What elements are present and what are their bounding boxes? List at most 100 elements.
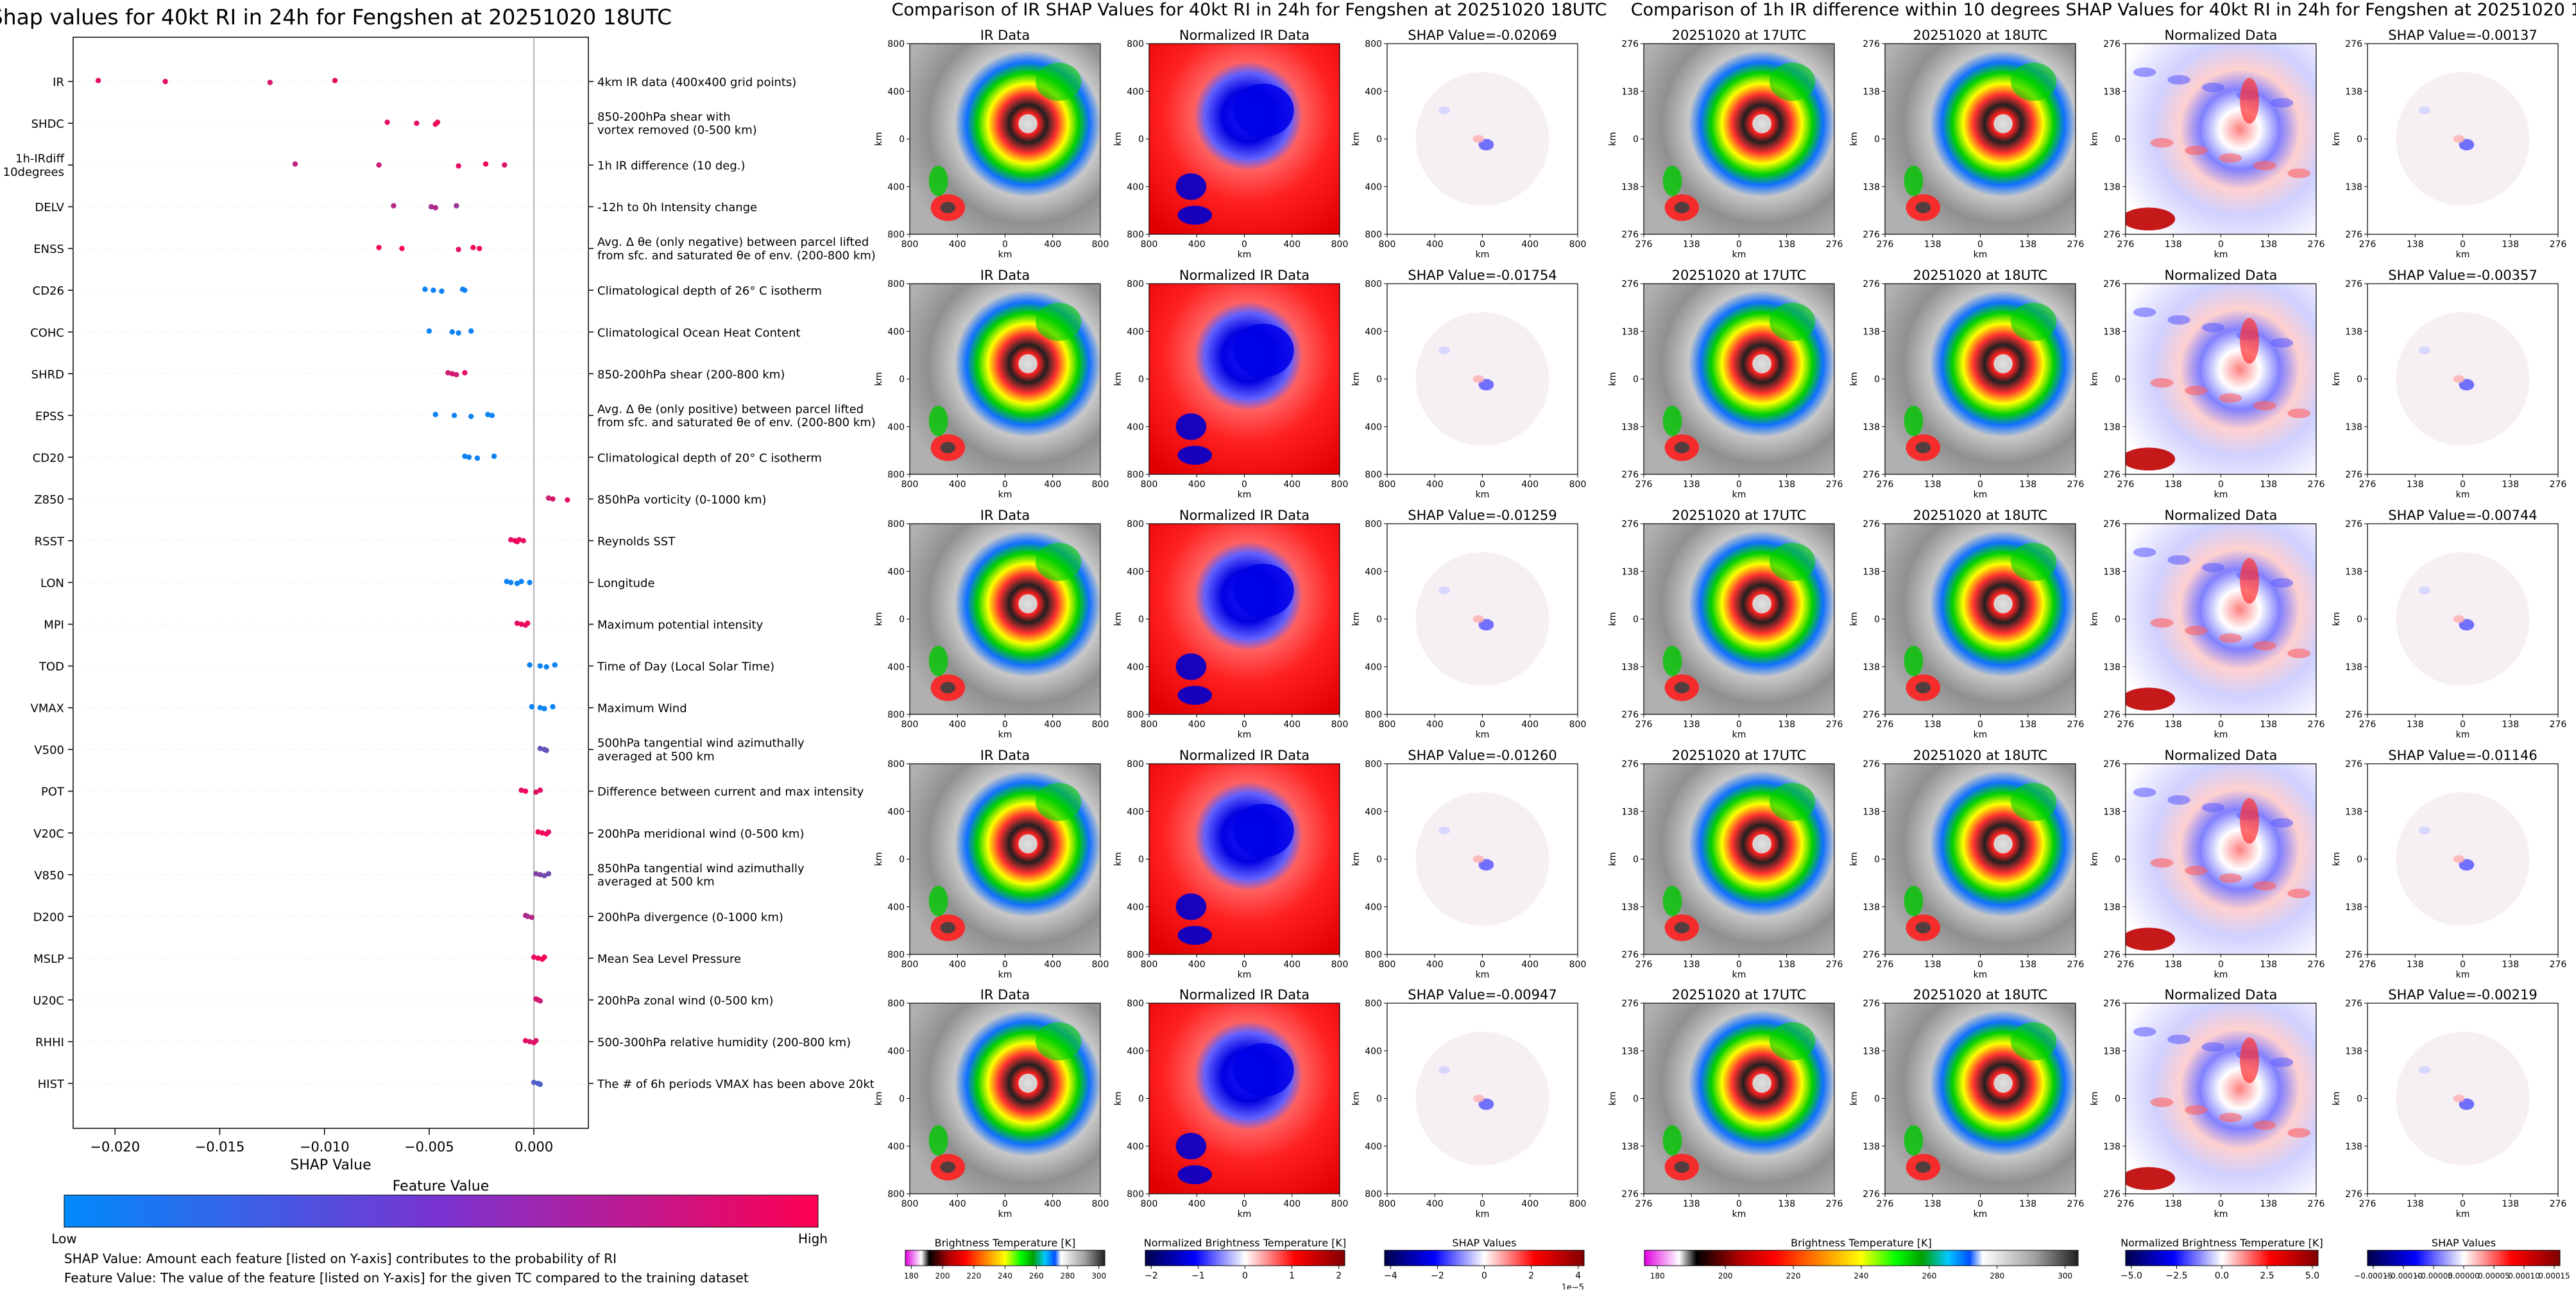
feature-desc-9: Climatological depth of 20° C isotherm [597,451,822,465]
ndiff-core [2240,558,2259,604]
shap-point-24-2 [537,1081,543,1087]
ndiff-streak [2270,578,2294,588]
y-tick-label: 0 [1138,855,1144,865]
y-tick-label: 138 [2345,567,2362,577]
ir-norm-colorbar [1145,1250,1345,1266]
feature-name-8: EPSS [35,409,64,423]
shap-point-11-0 [508,537,514,543]
panel-image [1149,524,1340,714]
y-tick-label: 138 [1863,182,1880,193]
feature-desc-15: Maximum Wind [597,702,687,716]
y-tick-label: 400 [1127,87,1144,97]
colorbar-tick-label: 2 [1336,1271,1342,1281]
x-tick-label: 400 [949,960,966,970]
x-tick-label: 800 [901,239,919,250]
x-tick-label: 276 [2550,239,2567,250]
ir-diff-comparison-panels: Comparison of 1h IR difference within 10… [1608,0,2576,1281]
x-tick-label: 138 [1683,960,1700,970]
x-tick-label: 0 [1480,479,1485,490]
shap-point-15-2 [542,705,547,712]
shap-point-1-3 [434,119,441,125]
shap-point-24-0 [531,1080,537,1085]
y-tick-label: 276 [1863,519,1880,530]
x-axis-label: km [2214,970,2228,980]
shap-point-8-0 [432,411,438,418]
panel-title: SHAP Value=-0.01754 [1408,268,1557,283]
x-tick-label: 138 [2165,719,2182,730]
x-tick-label: 0 [2460,479,2466,490]
x-tick-label: 800 [1379,479,1396,490]
y-axis-label: km [1351,132,1361,146]
x-tick-label: 0 [2218,719,2224,730]
y-tick-label: 138 [1621,87,1639,97]
x-tick-label: 276 [1826,239,1843,250]
shap-point-10-0 [545,495,552,501]
x-tick-label: 138 [2502,719,2519,730]
ir-bt-colorbar-label: Brightness Temperature [K] [935,1237,1076,1249]
y-axis-label: km [1351,612,1361,626]
feature-name-17: POT [41,786,65,799]
y-tick-label: 276 [2345,950,2362,960]
x-tick-label: 138 [1924,960,1941,970]
x-tick-label: 0 [1002,239,1008,250]
ir-band [2011,62,2057,101]
y-tick-label: 138 [2345,327,2362,337]
shap-hotspot [1472,135,1485,143]
y-axis-label: km [1113,1092,1123,1106]
ir-eye [1752,114,1771,134]
x-tick-label: 800 [1379,239,1396,250]
y-tick-label: 400 [887,1046,905,1056]
x-tick-label: 276 [2067,960,2085,970]
shap-point-3-2 [432,205,438,211]
y-axis-label: km [1849,372,1859,386]
shap-point-23-0 [522,1038,529,1044]
x-tick-label: 138 [2165,960,2182,970]
y-tick-label: 800 [887,710,905,720]
colorbar-tick-label: −2 [1431,1271,1444,1281]
x-tick-label: 0 [2460,239,2466,250]
panel-title: Normalized Data [2165,28,2278,43]
shap-point-17-3 [537,788,543,793]
y-tick-label: 0 [2115,375,2120,385]
shap-hotspot [2453,615,2465,623]
panel-image [1885,764,2076,954]
ir-band [1662,1125,1682,1156]
x-tick-label: 0 [2218,960,2224,970]
y-tick-label: 400 [887,87,905,97]
colorbar-tick-label: 4 [1575,1271,1581,1281]
norm-cell [1177,205,1213,225]
x-tick-label: 0 [1002,960,1008,970]
shap-point-21-0 [531,954,537,960]
ndiff-streak [2185,625,2208,635]
y-tick-label: 276 [2103,470,2120,480]
y-tick-label: 800 [1127,710,1144,720]
colorbar-tick-label: 2.5 [2260,1271,2274,1281]
shap-point-14-0 [527,662,533,668]
y-tick-label: 276 [1621,230,1639,240]
x-axis-label: km [1476,730,1490,740]
y-tick-label: 800 [1365,710,1382,720]
shap-point-20-2 [529,915,535,920]
panel-ir0b: 800 400 0 400 8008004000400800kmkmNormalized… [1113,28,1348,260]
ndiff-streak [2287,888,2311,899]
colorbar-tick-label: 220 [966,1271,981,1280]
ndiff-streak [2133,547,2156,557]
y-tick-label: 400 [1365,422,1382,433]
ndiff-streak [2167,795,2190,805]
ndiff-core [2240,78,2259,124]
y-tick-label: 400 [887,1142,905,1152]
feature-name-10: Z850 [34,493,64,506]
y-tick-label: 400 [887,567,905,577]
shap-point-13-3 [525,620,531,626]
x-tick-label: 0 [2460,960,2466,970]
y-tick-label: 400 [887,327,905,337]
y-tick-label: 800 [1365,999,1382,1009]
x-axis-label: km [1974,1209,1988,1219]
y-tick-label: 800 [1365,759,1382,770]
ir-shap-colorbar [1384,1250,1585,1266]
